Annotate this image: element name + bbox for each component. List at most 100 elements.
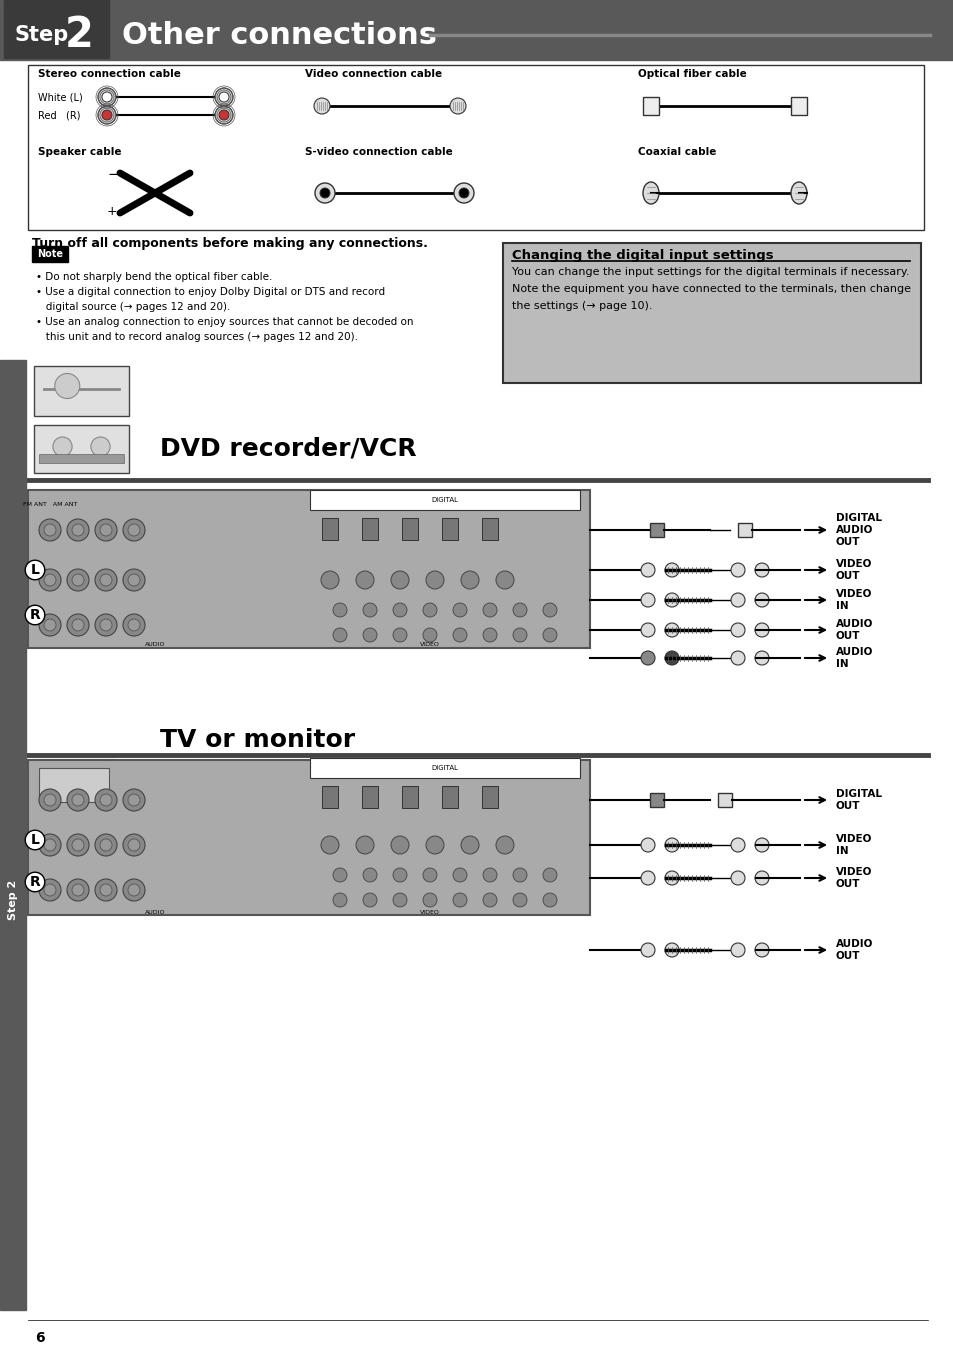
Text: L: L: [30, 833, 39, 847]
Circle shape: [71, 838, 84, 851]
Bar: [34, 367, 129, 417]
Bar: [322, 518, 337, 541]
Circle shape: [67, 519, 89, 541]
Circle shape: [640, 651, 655, 665]
Circle shape: [39, 879, 61, 900]
Circle shape: [71, 619, 84, 631]
Circle shape: [95, 834, 117, 856]
Circle shape: [754, 563, 768, 577]
Bar: [738, 523, 751, 537]
Circle shape: [219, 92, 229, 102]
Circle shape: [44, 794, 56, 806]
Circle shape: [754, 838, 768, 852]
Circle shape: [123, 519, 145, 541]
Circle shape: [453, 628, 467, 642]
Bar: [401, 786, 417, 807]
Circle shape: [319, 187, 330, 198]
Circle shape: [355, 836, 374, 855]
Text: • Do not sharply bend the optical fiber cable.: • Do not sharply bend the optical fiber …: [36, 272, 273, 282]
Circle shape: [482, 628, 497, 642]
Bar: [28, 65, 923, 231]
Circle shape: [54, 373, 80, 399]
Bar: [34, 760, 113, 811]
Circle shape: [426, 572, 443, 589]
Circle shape: [44, 574, 56, 586]
Text: Note the equipment you have connected to the terminals, then change: Note the equipment you have connected to…: [512, 284, 910, 294]
Circle shape: [640, 838, 655, 852]
Bar: [322, 786, 337, 807]
Circle shape: [393, 892, 407, 907]
Circle shape: [123, 789, 145, 811]
Circle shape: [123, 613, 145, 636]
Circle shape: [482, 603, 497, 617]
Circle shape: [102, 111, 112, 120]
Circle shape: [95, 879, 117, 900]
Circle shape: [128, 619, 140, 631]
Text: VIDEO: VIDEO: [419, 643, 439, 647]
Text: digital source (→ pages 12 and 20).: digital source (→ pages 12 and 20).: [36, 302, 230, 311]
Text: AUDIO: AUDIO: [145, 643, 165, 647]
Circle shape: [314, 98, 330, 115]
Circle shape: [100, 838, 112, 851]
Bar: [0, 360, 26, 1310]
Text: DVD recorder/VCR: DVD recorder/VCR: [160, 435, 416, 460]
Text: DIGITAL: DIGITAL: [431, 497, 458, 503]
Text: +: +: [107, 205, 117, 218]
Text: the settings (→ page 10).: the settings (→ page 10).: [512, 301, 652, 311]
Circle shape: [100, 884, 112, 896]
Circle shape: [363, 628, 376, 642]
Circle shape: [39, 569, 61, 590]
Circle shape: [95, 569, 117, 590]
Circle shape: [730, 593, 744, 607]
Circle shape: [91, 437, 110, 456]
Circle shape: [640, 871, 655, 886]
Bar: [361, 786, 377, 807]
Text: VIDEO
OUT: VIDEO OUT: [835, 867, 871, 888]
Circle shape: [100, 574, 112, 586]
Circle shape: [664, 651, 679, 665]
Text: Red   (R): Red (R): [38, 111, 80, 120]
Circle shape: [460, 572, 478, 589]
Text: 6: 6: [35, 1330, 45, 1345]
Bar: [28, 491, 589, 648]
Circle shape: [730, 563, 744, 577]
Circle shape: [513, 603, 526, 617]
Bar: [502, 243, 920, 383]
Text: Coaxial cable: Coaxial cable: [638, 147, 716, 156]
Circle shape: [422, 892, 436, 907]
Text: Step 2: Step 2: [8, 880, 18, 921]
Circle shape: [542, 868, 557, 882]
Circle shape: [355, 572, 374, 589]
Circle shape: [460, 836, 478, 855]
Circle shape: [664, 944, 679, 957]
Circle shape: [454, 183, 474, 204]
Bar: [401, 518, 417, 541]
Circle shape: [71, 794, 84, 806]
Circle shape: [363, 603, 376, 617]
Bar: [28, 760, 589, 915]
Circle shape: [513, 628, 526, 642]
Text: FM ANT   AM ANT: FM ANT AM ANT: [23, 501, 77, 507]
Circle shape: [754, 944, 768, 957]
Ellipse shape: [790, 182, 806, 204]
Text: R: R: [30, 608, 40, 621]
Circle shape: [754, 871, 768, 886]
Circle shape: [640, 593, 655, 607]
Bar: [441, 518, 457, 541]
Circle shape: [95, 613, 117, 636]
Circle shape: [640, 944, 655, 957]
Circle shape: [450, 98, 465, 115]
Bar: [441, 786, 457, 807]
Circle shape: [39, 789, 61, 811]
Circle shape: [453, 868, 467, 882]
Circle shape: [320, 836, 338, 855]
Circle shape: [513, 868, 526, 882]
Circle shape: [102, 92, 112, 102]
Circle shape: [391, 836, 409, 855]
Circle shape: [664, 623, 679, 638]
Text: Other connections: Other connections: [122, 20, 436, 50]
Circle shape: [67, 569, 89, 590]
Bar: [481, 518, 497, 541]
Circle shape: [730, 623, 744, 638]
Circle shape: [542, 603, 557, 617]
